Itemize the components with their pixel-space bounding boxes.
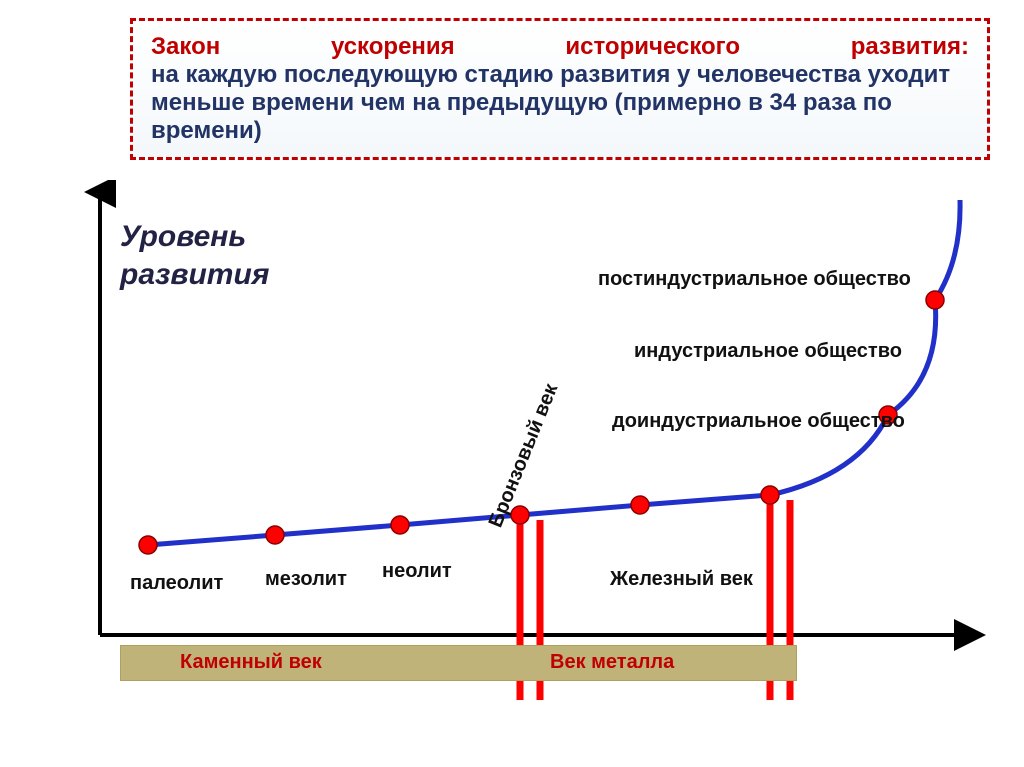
title-box: Закон ускорения исторического развития: …	[130, 18, 990, 160]
stage-label: Железный век	[610, 568, 753, 591]
era-label-stone: Каменный век	[180, 651, 322, 674]
data-point	[266, 526, 284, 544]
data-point	[391, 516, 409, 534]
data-point	[761, 486, 779, 504]
stage-label: постиндустриальное общество	[598, 268, 911, 291]
stage-label: палеолит	[130, 572, 223, 595]
data-point	[631, 496, 649, 514]
growth-curve	[148, 200, 960, 545]
era-label-metal: Век металла	[550, 651, 674, 674]
stage-label: доиндустриальное общество	[612, 410, 905, 433]
data-point	[139, 536, 157, 554]
law-name-w1: Закон	[151, 33, 220, 61]
law-text: на каждую последующую стадию развития у …	[151, 61, 950, 144]
stage-label: неолит	[382, 560, 452, 583]
law-name-w4: развития:	[851, 33, 969, 61]
law-name-w3: исторического	[565, 33, 740, 61]
chart-area: Уровень развития Каменный век Век металл…	[50, 180, 990, 740]
stage-label: индустриальное общество	[634, 340, 902, 363]
data-point	[926, 291, 944, 309]
law-name-w2: ускорения	[331, 33, 455, 61]
stage-label: мезолит	[265, 568, 347, 591]
